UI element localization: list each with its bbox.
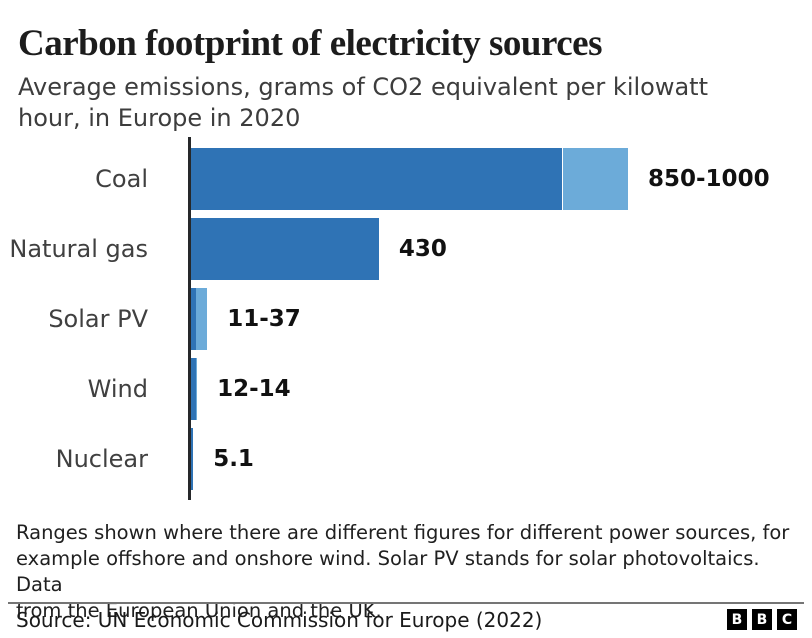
category-label: Nuclear	[55, 445, 148, 473]
value-label: 430	[398, 236, 447, 262]
bar-segment-solid	[191, 288, 196, 350]
value-label: 5.1	[213, 446, 254, 472]
category-label: Natural gas	[9, 235, 148, 263]
bar-segment-solid	[191, 148, 563, 210]
page-title: Carbon footprint of electricity sources	[18, 23, 603, 64]
bbc-logo-letter: B	[727, 609, 747, 630]
value-label: 850-1000	[648, 166, 770, 192]
footnote-line-2: example offshore and onshore wind. Solar…	[16, 547, 760, 596]
source-text: Source: UN Economic Commission for Europ…	[16, 608, 543, 632]
bar-segment-solid	[191, 428, 194, 490]
subtitle-line-1: Average emissions, grams of CO2 equivale…	[18, 73, 708, 101]
chart-subtitle: Average emissions, grams of CO2 equivale…	[18, 72, 708, 134]
bar-segment-solid	[191, 218, 379, 280]
value-label: 11-37	[227, 306, 301, 332]
bbc-logo-letter: C	[777, 609, 797, 630]
subtitle-line-2: hour, in Europe in 2020	[18, 104, 301, 132]
bar-segment-range	[562, 148, 629, 210]
value-label: 12-14	[217, 376, 291, 402]
footer-divider	[8, 602, 804, 604]
bbc-logo-letter: B	[752, 609, 772, 630]
bar-segment-range	[195, 288, 208, 350]
category-label: Wind	[87, 375, 148, 403]
category-label: Solar PV	[48, 305, 148, 333]
category-label: Coal	[95, 165, 148, 193]
bbc-logo: B B C	[727, 609, 797, 630]
footnote: Ranges shown where there are different f…	[16, 520, 804, 624]
bar-segment-solid	[191, 358, 197, 420]
footnote-line-3: from the European Union and the UK.	[16, 599, 382, 622]
bar-segment-range	[196, 358, 198, 420]
footnote-line-1: Ranges shown where there are different f…	[16, 521, 790, 544]
bar-chart: Coal 850-1000 Natural gas 430 Solar PV 11-37 W…	[9, 137, 770, 500]
y-axis-line	[188, 137, 191, 500]
